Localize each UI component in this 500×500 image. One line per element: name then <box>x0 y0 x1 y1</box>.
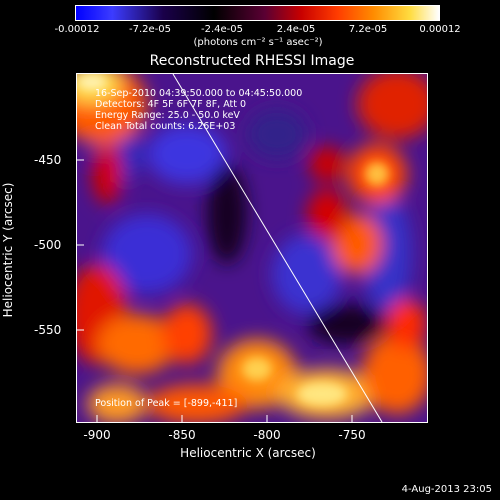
footer-timestamp: 4-Aug-2013 23:05 <box>401 484 492 495</box>
detectors-label: Detectors: 4F 5F 6F 7F 8F, Att 0 <box>95 99 247 110</box>
heatmap-image <box>77 74 427 422</box>
clean-counts-label: Clean Total counts: 6.26E+03 <box>95 121 236 132</box>
colorbar-tick: -2.4e-05 <box>201 24 243 35</box>
plot-title: Reconstructed RHESSI Image <box>149 53 355 69</box>
image-plot: 16-Sep-2010 04:39:50.000 to 04:45:50.000… <box>76 73 428 423</box>
peak-position-label: Position of Peak = [-899,-411] <box>95 398 238 409</box>
colorbar-tick: -0.00012 <box>54 24 100 35</box>
colorbar-units: (photons cm⁻² s⁻¹ asec⁻²) <box>193 37 323 48</box>
y-tick-label: -450 <box>34 153 62 167</box>
energy-range-label: Energy Range: 25.0 - 50.0 keV <box>95 110 240 121</box>
colorbar-tick: 7.2e-05 <box>348 24 388 35</box>
y-axis-label: Heliocentric Y (arcsec) <box>1 182 15 318</box>
x-tick-label: -900 <box>83 428 111 442</box>
colorbar-tick: 2.4e-05 <box>276 24 316 35</box>
x-axis-label: Heliocentric X (arcsec) <box>180 446 316 460</box>
x-tick-label: -800 <box>253 428 281 442</box>
x-tick-label: -850 <box>168 428 196 442</box>
y-tick-label: -500 <box>34 238 62 252</box>
y-tick-label: -550 <box>34 323 62 337</box>
colorbar-tick: 0.00012 <box>419 24 461 35</box>
colorbar-tick: -7.2e-05 <box>129 24 171 35</box>
time-range-label: 16-Sep-2010 04:39:50.000 to 04:45:50.000 <box>95 88 303 99</box>
x-tick-label: -750 <box>338 428 366 442</box>
colorbar <box>75 5 440 21</box>
